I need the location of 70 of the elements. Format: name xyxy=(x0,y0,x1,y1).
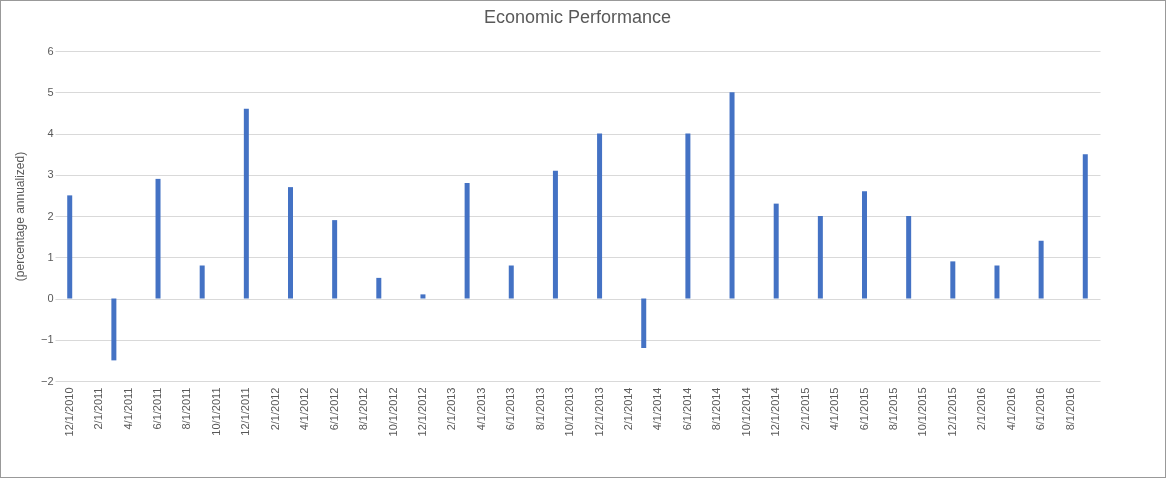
y-tick-label: −1 xyxy=(40,333,54,346)
x-tick-label: 6/1/2013 xyxy=(504,387,517,431)
x-tick-label: 6/1/2016 xyxy=(1034,387,1047,431)
x-tick-label: 12/1/2013 xyxy=(592,387,605,437)
y-tick-label: −2 xyxy=(40,374,54,387)
bar xyxy=(199,265,205,299)
x-tick-label: 2/1/2014 xyxy=(622,387,635,431)
bar xyxy=(773,203,779,299)
x-tick-label: 12/1/2015 xyxy=(945,387,958,437)
x-tick-label: 8/1/2016 xyxy=(1063,387,1076,431)
bar xyxy=(111,298,117,361)
x-tick-label: 12/1/2012 xyxy=(415,387,428,437)
bar xyxy=(287,187,293,299)
y-tick-label: 5 xyxy=(47,85,54,98)
y-tick-label: 6 xyxy=(47,44,54,57)
x-tick-label: 12/1/2010 xyxy=(62,387,75,437)
x-tick-label: 8/1/2012 xyxy=(357,387,370,431)
y-tick-label: 1 xyxy=(47,250,54,263)
bar xyxy=(464,183,470,299)
x-tick-label: 6/1/2011 xyxy=(151,387,164,430)
x-tick-label: 10/1/2012 xyxy=(386,387,399,437)
x-tick-label: 4/1/2011 xyxy=(121,387,134,430)
bar xyxy=(906,216,912,299)
bar xyxy=(597,133,603,299)
bar xyxy=(243,108,249,299)
y-axis-title: (percentage annualized) xyxy=(12,151,27,282)
y-tick-label: 3 xyxy=(47,168,54,181)
x-tick-label: 6/1/2015 xyxy=(857,387,870,431)
x-tick-label: 4/1/2015 xyxy=(828,387,841,431)
x-tick-label: 2/1/2015 xyxy=(798,387,811,431)
x-tick-label: 8/1/2014 xyxy=(710,387,723,431)
x-tick-label: 12/1/2014 xyxy=(769,387,782,437)
bar xyxy=(67,195,73,299)
bar xyxy=(376,277,382,299)
bar xyxy=(950,261,956,299)
bar xyxy=(817,216,823,299)
chart-title: Economic Performance xyxy=(483,7,672,27)
x-tick-label: 8/1/2013 xyxy=(533,387,546,431)
y-tick-label: 4 xyxy=(47,127,54,139)
x-tick-label: 4/1/2016 xyxy=(1004,387,1017,431)
bar xyxy=(862,191,868,299)
bar xyxy=(1082,154,1088,299)
y-tick-label: 0 xyxy=(47,292,54,304)
bar xyxy=(552,170,558,299)
x-tick-label: 4/1/2012 xyxy=(298,387,311,431)
bar xyxy=(420,294,426,299)
bar xyxy=(685,133,691,299)
x-tick-label: 2/1/2011 xyxy=(92,387,105,430)
bar xyxy=(508,265,514,299)
bar xyxy=(729,92,735,299)
bar xyxy=(641,298,647,348)
x-tick-label: 6/1/2014 xyxy=(680,387,693,431)
x-tick-label: 2/1/2016 xyxy=(975,387,988,431)
x-tick-label: 8/1/2011 xyxy=(180,387,193,430)
x-tick-label: 10/1/2013 xyxy=(563,387,576,437)
bar xyxy=(1038,240,1044,299)
x-tick-label: 10/1/2015 xyxy=(916,387,929,437)
x-tick-label: 10/1/2014 xyxy=(739,387,752,437)
y-tick-label: 2 xyxy=(47,209,54,222)
x-tick-label: 4/1/2014 xyxy=(651,387,664,431)
bar xyxy=(332,220,338,299)
bar xyxy=(155,178,161,299)
x-tick-label: 8/1/2015 xyxy=(886,387,899,431)
x-tick-label: 4/1/2013 xyxy=(474,387,487,431)
x-tick-label: 6/1/2012 xyxy=(327,387,340,431)
x-tick-label: 2/1/2013 xyxy=(445,387,458,431)
x-tick-label: 2/1/2012 xyxy=(268,387,281,431)
x-tick-label: 10/1/2011 xyxy=(209,387,222,436)
x-tick-label: 12/1/2011 xyxy=(239,387,252,436)
bar xyxy=(994,265,1000,299)
